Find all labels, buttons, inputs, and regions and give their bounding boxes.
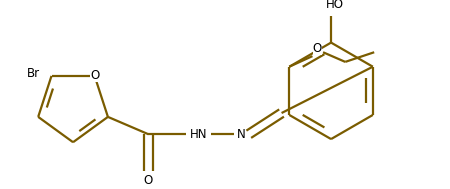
Text: Br: Br	[27, 67, 40, 81]
Text: HO: HO	[326, 0, 344, 11]
Text: HN: HN	[190, 128, 207, 141]
Text: N: N	[237, 128, 245, 141]
Text: O: O	[313, 42, 322, 55]
Text: O: O	[90, 69, 99, 82]
Text: O: O	[144, 174, 153, 187]
